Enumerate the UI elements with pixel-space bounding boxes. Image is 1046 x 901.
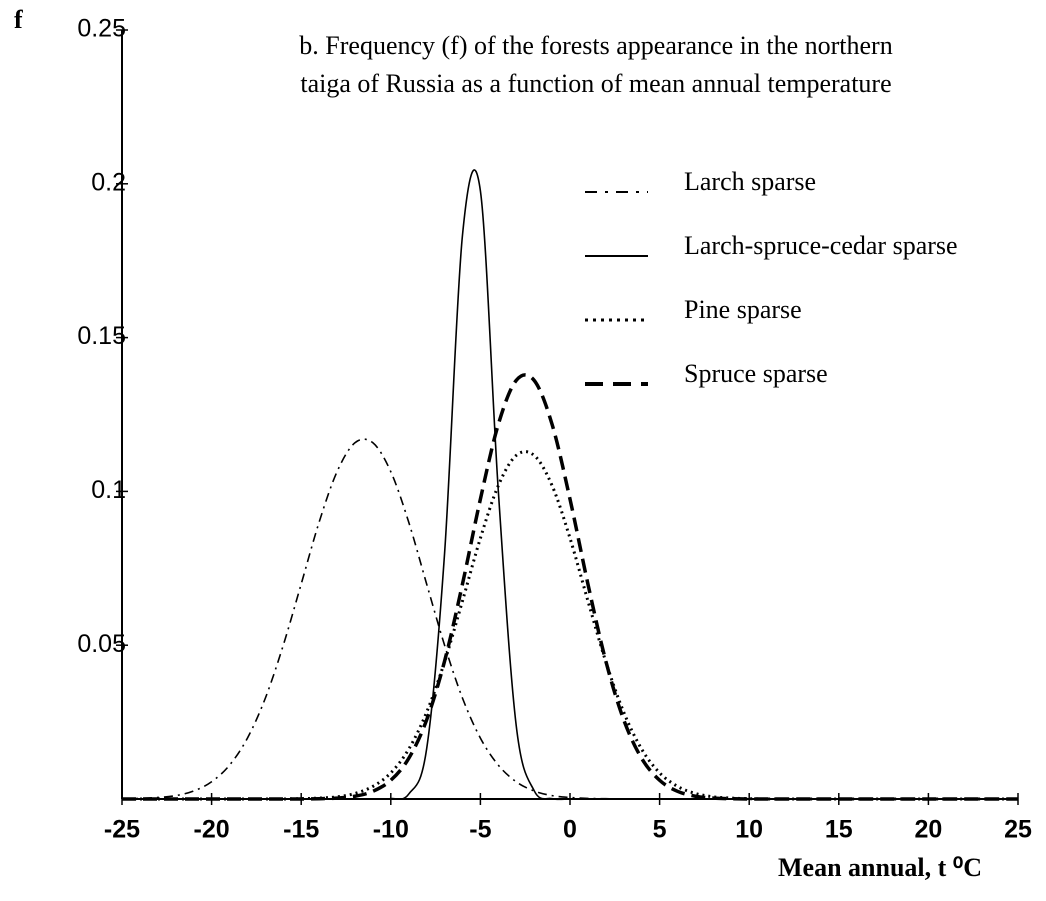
x-tick-label: -15: [283, 816, 319, 844]
x-tick-label: -25: [104, 816, 140, 844]
x-tick-label: -10: [373, 816, 409, 844]
y-tick-label: 0.25: [77, 15, 126, 43]
chart-title: taiga of Russia as a function of mean an…: [300, 69, 891, 98]
x-tick-label: -20: [194, 816, 230, 844]
x-tick-label: 10: [735, 816, 763, 844]
x-tick-label: 5: [653, 816, 667, 844]
y-tick-label: 0.05: [77, 630, 126, 658]
y-tick-label: 0.2: [91, 168, 126, 196]
x-tick-label: 0: [563, 816, 577, 844]
y-axis-label: f: [14, 5, 23, 34]
legend-label: Larch sparse: [684, 167, 816, 196]
y-tick-label: 0.15: [77, 322, 126, 350]
series-line: [121, 373, 1018, 801]
x-tick-label: 15: [825, 816, 853, 844]
y-tick-label: 0.1: [91, 476, 126, 504]
legend-label: Spruce sparse: [684, 359, 828, 388]
series-line: [121, 169, 1018, 801]
chart-title: b. Frequency (f) of the forests appearan…: [299, 31, 892, 60]
x-tick-label: 20: [914, 816, 942, 844]
series-line: [121, 438, 1018, 800]
legend-label: Pine sparse: [684, 295, 802, 324]
x-tick-label: 25: [1004, 816, 1032, 844]
x-tick-label: -5: [469, 816, 491, 844]
x-axis-label: Mean annual, t ⁰C: [778, 853, 982, 882]
legend-label: Larch-spruce-cedar sparse: [684, 231, 958, 260]
